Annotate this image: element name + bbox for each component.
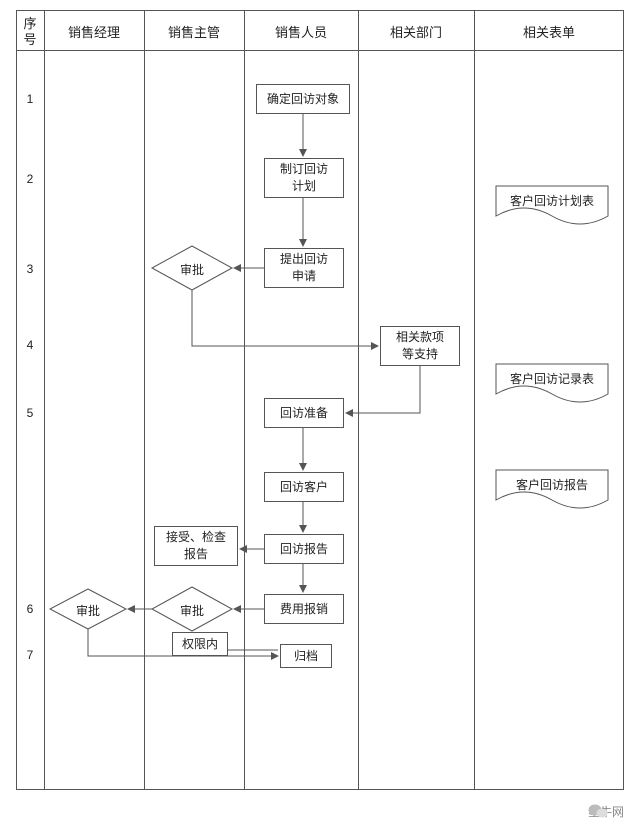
node-support: 相关款项 等支持 — [380, 326, 460, 366]
col-header-2: 销售主管 — [144, 22, 244, 41]
node-submit-request: 提出回访 申请 — [264, 248, 344, 288]
seq-7: 7 — [20, 648, 40, 662]
node-check-report: 接受、检查 报告 — [154, 526, 238, 566]
doc-record: 客户回访记录表 — [496, 370, 608, 387]
wechat-icon — [588, 803, 608, 819]
label: 销售经理 — [68, 25, 120, 40]
seq-2: 2 — [20, 172, 40, 186]
doc-plan: 客户回访计划表 — [496, 192, 608, 209]
col-header-seq: 序 号 — [18, 16, 42, 47]
label: 相关部门 — [390, 25, 442, 40]
col-header-4: 相关部门 — [358, 22, 474, 41]
seq-3: 3 — [20, 262, 40, 276]
col-header-5: 相关表单 — [474, 22, 624, 41]
seq-1: 1 — [20, 92, 40, 106]
seq-4: 4 — [20, 338, 40, 352]
seq-5: 5 — [20, 406, 40, 420]
node-archive: 归档 — [280, 644, 332, 668]
diagram-canvas: 序 号 销售经理 销售主管 销售人员 相关部门 相关表单 1 2 3 4 5 6… — [16, 10, 624, 790]
doc-report: 客户回访报告 — [496, 476, 608, 493]
node-determine-target: 确定回访对象 — [256, 84, 350, 114]
seq-6: 6 — [20, 602, 40, 616]
node-visit: 回访客户 — [264, 472, 344, 502]
label: 相关表单 — [523, 25, 575, 40]
decision-approve-1: 审批 — [180, 261, 204, 278]
attribution: 星牛网 — [588, 803, 624, 820]
node-report: 回访报告 — [264, 534, 344, 564]
col-header-3: 销售人员 — [244, 22, 358, 41]
node-prepare: 回访准备 — [264, 398, 344, 428]
node-expense: 费用报销 — [264, 594, 344, 624]
node-within-limit: 权限内 — [172, 632, 228, 656]
decision-approve-2: 审批 — [180, 602, 204, 619]
label: 序 号 — [23, 16, 36, 47]
label: 销售主管 — [168, 25, 220, 40]
label: 销售人员 — [275, 25, 327, 40]
node-make-plan: 制订回访 计划 — [264, 158, 344, 198]
decision-approve-3: 审批 — [76, 602, 100, 619]
col-header-1: 销售经理 — [44, 22, 144, 41]
